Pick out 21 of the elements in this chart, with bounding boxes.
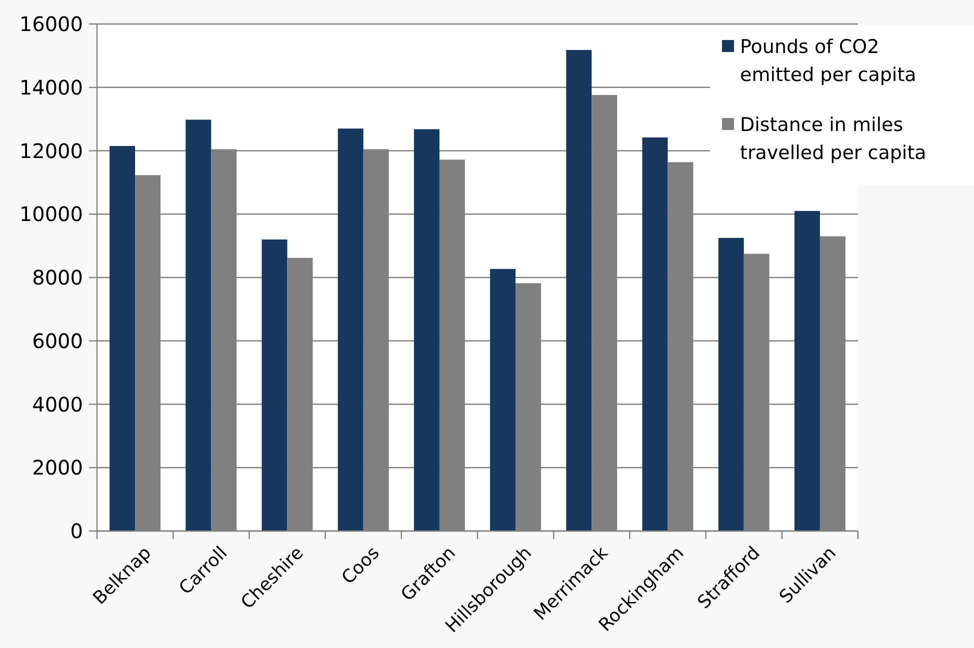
y-tick-label: 0 — [70, 519, 83, 543]
bar — [414, 129, 440, 531]
bar — [642, 137, 668, 531]
legend-label: Distance in miles travelled per capita — [740, 114, 926, 164]
legend-label: Pounds of CO2 emitted per capita — [740, 36, 916, 86]
bar — [566, 50, 592, 531]
bar — [110, 146, 136, 531]
bar — [262, 239, 288, 531]
y-tick-label: 12000 — [19, 138, 83, 163]
y-tick-label: 14000 — [19, 75, 83, 100]
bar — [490, 268, 516, 531]
y-tick-label: 2000 — [32, 456, 83, 480]
y-tick-label: 6000 — [32, 328, 83, 353]
bar — [338, 128, 364, 531]
bar — [186, 120, 212, 531]
y-tick-label: 4000 — [32, 392, 83, 416]
y-tick-label: 8000 — [32, 266, 83, 290]
bar — [718, 238, 744, 531]
y-tick-label: 16000 — [19, 12, 83, 36]
y-tick-label: 10000 — [19, 202, 83, 226]
bar — [794, 210, 820, 531]
